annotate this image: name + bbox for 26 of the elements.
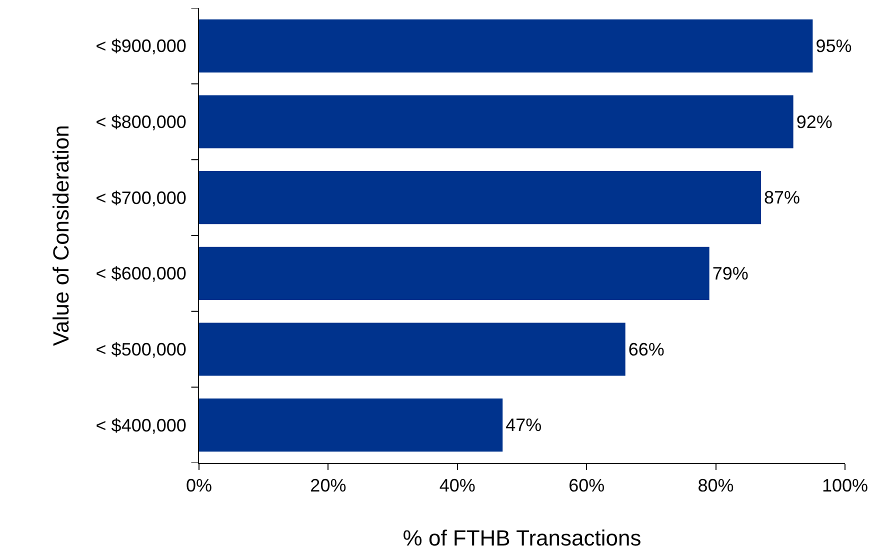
bar xyxy=(199,398,503,452)
x-tick-label: 40% xyxy=(439,476,476,496)
x-tick-label: 100% xyxy=(822,476,868,496)
y-tick-label: < $700,000 xyxy=(96,188,186,208)
bar xyxy=(199,322,626,376)
y-tick-label: < $400,000 xyxy=(96,415,186,436)
bar xyxy=(199,95,794,148)
y-tick-label: < $800,000 xyxy=(96,112,186,132)
data-label: 47% xyxy=(506,415,542,436)
x-axis-title: % of FTHB Transactions xyxy=(402,526,642,550)
bar xyxy=(199,246,710,300)
data-label: 79% xyxy=(712,263,748,284)
y-tick-label: < $900,000 xyxy=(96,36,186,56)
x-tick-label: 20% xyxy=(310,476,346,496)
data-label: 95% xyxy=(816,36,852,56)
bar xyxy=(199,171,762,224)
x-tick-label: 60% xyxy=(568,476,605,496)
x-tick-label: 80% xyxy=(698,476,734,496)
x-tick-label: 0% xyxy=(186,476,212,496)
data-label: 87% xyxy=(764,188,800,208)
data-label: 92% xyxy=(796,112,832,132)
y-tick-label: < $500,000 xyxy=(96,340,186,360)
y-tick-label: < $600,000 xyxy=(96,264,186,284)
data-label: 66% xyxy=(628,339,664,360)
y-axis-title: Value of Consideration xyxy=(48,125,74,346)
bar xyxy=(199,19,813,72)
